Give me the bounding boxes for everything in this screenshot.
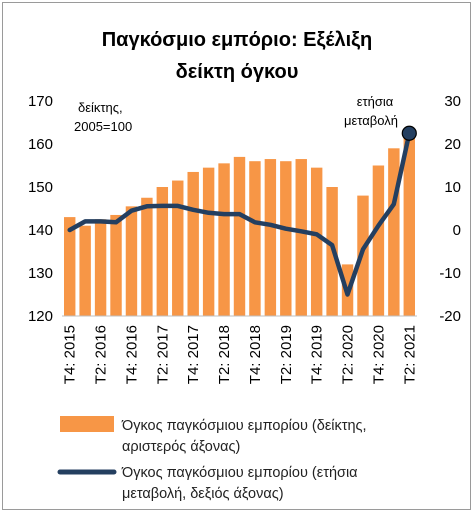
axis-notes: δείκτης, 2005=100 ετήσια μεταβολή	[74, 94, 398, 134]
x-axis-tick-label: T4: 2017	[185, 325, 202, 384]
left-axis-tick-label: 120	[28, 308, 53, 325]
bar	[141, 197, 153, 316]
chart-title: Παγκόσμιο εμπόριο: Εξέλιξη δείκτη όγκου	[102, 29, 373, 83]
x-axis-tick-label: T2: 2021	[401, 325, 418, 384]
right-axis-note-line-1: ετήσια	[357, 94, 394, 109]
x-axis-tick-label: T4: 2015	[62, 325, 79, 384]
bar	[94, 219, 107, 316]
x-axis-tick-label: T4: 2020	[370, 325, 387, 384]
x-axis-tick-label: T4: 2018	[247, 325, 264, 384]
bar-series	[64, 135, 415, 316]
last-point-marker	[401, 125, 417, 141]
legend-swatch-bar	[60, 416, 114, 432]
left-axis-note-line-2: 2005=100	[74, 119, 132, 134]
series-line	[67, 131, 412, 297]
right-axis-tick-label: 10	[444, 179, 461, 196]
left-axis-tick-label: 170	[28, 93, 53, 110]
bar	[264, 159, 277, 316]
x-axis-tick-label: T2: 2020	[340, 325, 357, 384]
x-axis-tick-label: T2: 2018	[216, 325, 233, 384]
x-axis-tick-label: T2: 2019	[278, 325, 295, 384]
bar	[79, 225, 91, 316]
bar	[295, 159, 307, 316]
axes: 120 130 140 150 160 170 -20 -10 0 10 20 30 T4: 2015 T…	[28, 93, 461, 384]
chart-title-line-1: Παγκόσμιο εμπόριο: Εξέλιξη	[102, 29, 373, 51]
legend-bar-label-line-1: Όγκος παγκόσμιου εμπορίου (δείκτης,	[121, 418, 367, 434]
line-series	[67, 125, 417, 297]
x-axis-tick-label: T2: 2016	[93, 325, 110, 384]
bar	[187, 171, 199, 316]
right-axis-tick-label: 30	[444, 93, 461, 110]
left-axis-note-line-1: δείκτης,	[78, 100, 123, 115]
right-axis-tick-label: 0	[453, 222, 461, 239]
bar	[249, 161, 261, 316]
right-axis-tick-label: 20	[444, 136, 461, 153]
left-axis-tick-label: 130	[28, 265, 53, 282]
bar	[388, 148, 400, 316]
bar	[110, 214, 122, 316]
right-axis-tick-label: -10	[439, 265, 461, 282]
x-axis-tick-label: T2: 2017	[154, 325, 171, 384]
bar	[280, 161, 292, 316]
right-axis-tick-label: -20	[439, 308, 461, 325]
legend-line-label-line-2: μεταβολή, δεξιός άξονας)	[122, 486, 284, 502]
bar	[202, 167, 215, 316]
right-axis-note-line-2: μεταβολή	[344, 113, 398, 128]
legend-line-label-line-1: Όγκος παγκόσμιου εμπορίου (ετήσια	[121, 465, 358, 481]
left-axis-tick-label: 150	[28, 179, 53, 196]
bar	[125, 206, 138, 316]
bar	[64, 217, 76, 316]
bar	[233, 156, 246, 316]
bar	[372, 165, 385, 316]
bar	[172, 180, 184, 316]
left-axis-tick-label: 140	[28, 222, 53, 239]
bar	[403, 135, 415, 316]
legend-bar-label-line-2: αριστερός άξονας)	[122, 439, 240, 455]
left-axis-tick-label: 160	[28, 136, 53, 153]
x-axis-tick-label: T4: 2019	[309, 325, 326, 384]
bar	[156, 187, 169, 316]
chart-title-line-2: δείκτη όγκου	[176, 61, 299, 83]
legend: Όγκος παγκόσμιου εμπορίου (δείκτης, αρισ…	[57, 416, 367, 502]
bar	[218, 163, 230, 316]
bar	[310, 167, 323, 316]
x-axis-tick-label: T4: 2016	[123, 325, 140, 384]
